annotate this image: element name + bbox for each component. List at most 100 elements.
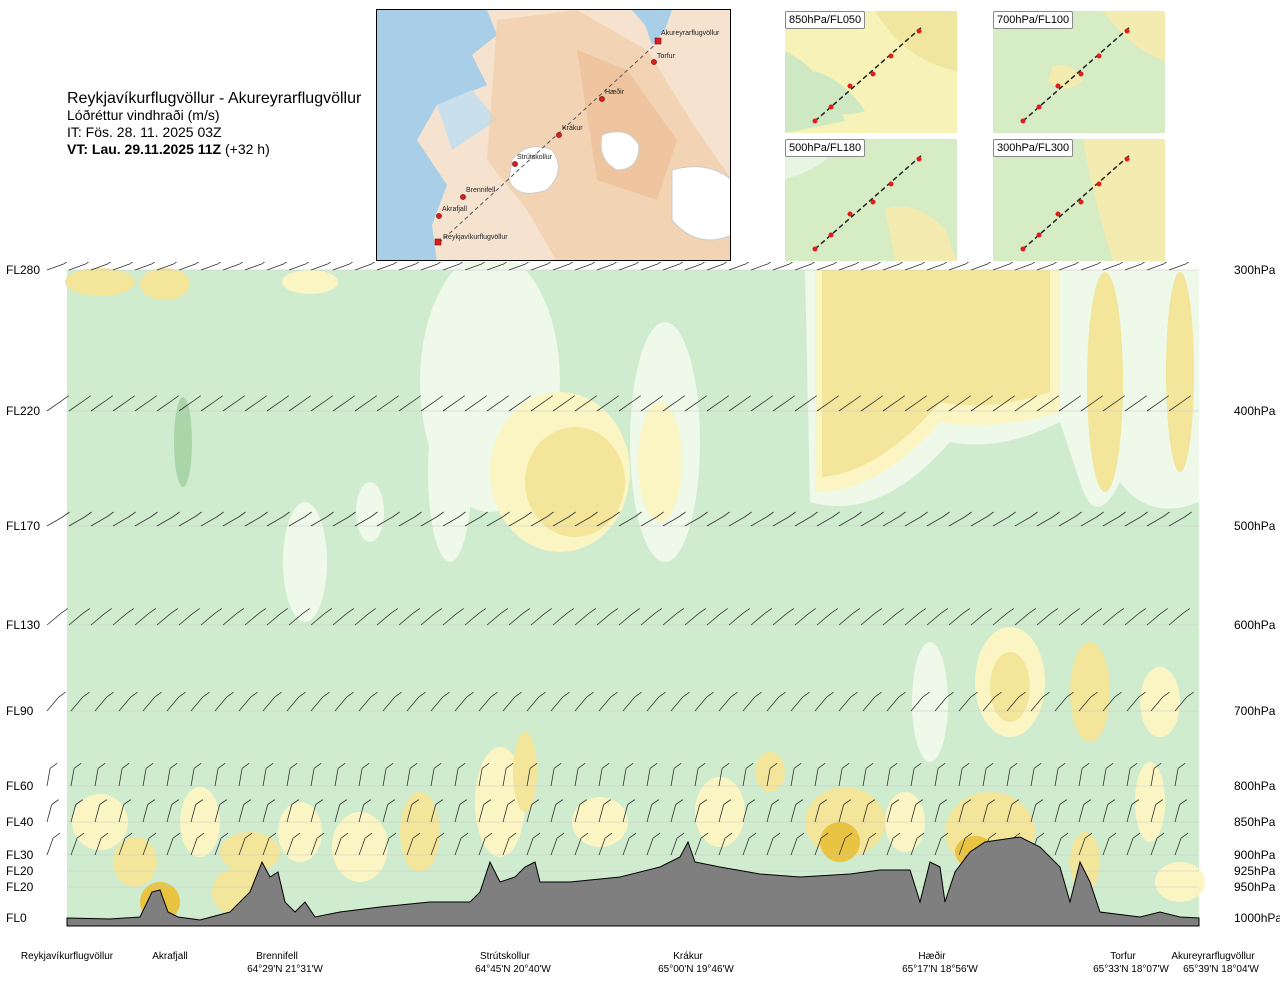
barb-5	[934, 696, 947, 712]
barb-flag-5	[562, 691, 570, 698]
barb-flag-4	[1028, 608, 1037, 614]
barb-flag-8	[508, 832, 517, 839]
barb-flag-6	[433, 762, 442, 769]
barb-3	[222, 516, 239, 527]
barb-flag-3	[854, 511, 862, 518]
barb-flag-2	[413, 395, 421, 402]
barb-flag-3	[876, 511, 884, 518]
barb-flag-5	[514, 691, 522, 698]
barb-1	[398, 263, 417, 271]
barb-1	[486, 263, 505, 271]
barb-flag-2	[149, 395, 157, 402]
barb-4	[1124, 613, 1140, 626]
barb-flag-1	[1185, 262, 1190, 265]
barb-flag-2	[875, 395, 883, 402]
barb-flag-2	[677, 395, 685, 402]
barb-2	[640, 400, 656, 412]
barb-flag-3	[942, 511, 950, 518]
barb-4	[882, 613, 898, 626]
rise-column-mid2	[638, 402, 682, 522]
barb-5	[310, 696, 323, 712]
barb-flag-3	[546, 511, 554, 518]
barb-flag-6	[817, 762, 826, 769]
barb-3	[112, 516, 129, 527]
barb-6	[166, 768, 171, 787]
barb-flag-8	[844, 832, 853, 839]
barb-flag-4	[500, 608, 509, 614]
rise-low-right-mid	[990, 652, 1030, 722]
barb-flag-4	[214, 608, 223, 614]
barb-flag-5	[994, 691, 1002, 698]
barb-flag-3	[722, 511, 730, 518]
barb-2	[1036, 400, 1052, 412]
barb-7	[718, 804, 725, 823]
barb-flag-6	[73, 762, 82, 769]
barb-2	[310, 400, 326, 412]
barb-5	[910, 696, 923, 712]
barb-4	[706, 613, 722, 626]
barb-5	[454, 696, 467, 712]
barb-5	[70, 696, 83, 712]
barb-flag-5	[946, 691, 954, 698]
barb-8	[190, 837, 198, 856]
barb-5	[646, 696, 659, 712]
barb-5	[1030, 696, 1043, 712]
barb-3	[244, 516, 261, 527]
barb-flag-4	[610, 608, 619, 614]
barb-3	[288, 516, 305, 527]
barb-flag-1	[217, 262, 222, 265]
barb-flag-5	[706, 691, 714, 698]
barb-8	[742, 837, 750, 856]
barb-flag-1	[305, 262, 310, 265]
barb-flag-5	[874, 691, 882, 698]
barb-flag-6	[889, 762, 898, 769]
barb-3	[178, 516, 195, 527]
barb-3	[816, 516, 833, 527]
barb-flag-6	[217, 762, 226, 769]
barb-8	[694, 837, 702, 856]
barb-flag-6	[601, 762, 610, 769]
barb-flag-1	[129, 262, 134, 265]
barb-6	[1174, 768, 1179, 787]
barb-3	[860, 516, 877, 527]
barb-flag-4	[1006, 608, 1015, 614]
barb-7	[334, 804, 341, 823]
barb-6	[742, 768, 747, 787]
barb-2	[1102, 400, 1118, 412]
barb-3	[838, 516, 855, 527]
barb-flag-3	[1162, 511, 1170, 518]
barb-flag-2	[215, 395, 223, 402]
barb-flag-2	[567, 395, 575, 402]
barb-5	[142, 696, 155, 712]
barb-6	[838, 768, 843, 787]
barb-flag-4	[104, 608, 113, 614]
barb-flag-3	[920, 511, 928, 518]
mini-map-300-canvas	[993, 139, 1165, 261]
barb-flag-1	[1031, 262, 1036, 265]
barb-flag-8	[1156, 832, 1165, 839]
barb-flag-2	[1117, 395, 1125, 402]
barb-3	[750, 516, 767, 527]
barb-8	[670, 837, 678, 856]
barb-flag-4	[324, 608, 333, 614]
route-map-canvas: Akureyrarflugvöllur Torfur Hæðir Krákur …	[377, 10, 730, 260]
barb-flag-8	[652, 832, 661, 839]
rise-low-right3	[1140, 667, 1180, 737]
barb-flag-3	[458, 511, 466, 518]
barb-flag-7	[1083, 799, 1091, 805]
barb-flag-3	[832, 511, 840, 518]
barb-8	[1174, 837, 1182, 856]
barb-flag-3	[392, 511, 400, 518]
barb-flag-7	[1107, 799, 1115, 805]
station-name-2: Akrafjall	[152, 951, 188, 962]
barb-flag-3	[590, 511, 598, 518]
map-label-krakur: Krákur	[562, 125, 583, 132]
barb-5	[958, 696, 971, 712]
barb-flag-2	[743, 395, 751, 402]
barb-flag-7	[1155, 799, 1163, 805]
barb-flag-6	[313, 762, 322, 769]
mini-map-500-canvas	[785, 139, 957, 261]
barb-3	[134, 516, 151, 527]
barb-flag-7	[75, 799, 83, 805]
barb-2	[112, 400, 128, 412]
